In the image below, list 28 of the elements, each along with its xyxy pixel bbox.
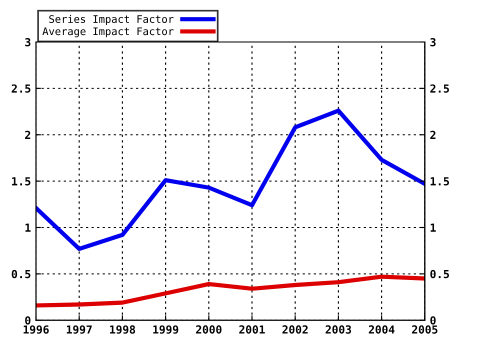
- y2-tick-label: 3: [430, 38, 436, 46]
- y-tick-label: 0: [25, 316, 30, 325]
- x-tick-label: 2004: [368, 325, 394, 334]
- x-tick-label: 2001: [239, 325, 265, 334]
- x-tick-label: 2005: [412, 325, 438, 334]
- y-tick-label: 1.5: [12, 177, 30, 186]
- x-tick-label: 2000: [196, 325, 222, 334]
- line-series: [36, 108, 425, 251]
- x-tick-label: 2003: [326, 325, 352, 334]
- y2-tick-label: 1: [430, 224, 436, 232]
- y-tick-label: 3: [25, 38, 30, 46]
- y-tick-label: 1: [25, 224, 31, 232]
- y-tick-label: 2.5: [12, 84, 30, 93]
- y2-tick-label: 2: [430, 130, 436, 139]
- y2-tick-label: 1.5: [430, 177, 449, 186]
- x-tick-label: 1998: [110, 325, 136, 334]
- legend-label: Average Impact Factor: [42, 27, 174, 38]
- x-tick-label: 2002: [282, 325, 308, 334]
- y-tick-label: 0.5: [12, 270, 30, 278]
- y-tick-label: 2: [25, 130, 30, 139]
- legend-label: Series Impact Factor: [49, 14, 174, 25]
- line-series: [36, 274, 425, 308]
- y2-tick-label: 0.5: [430, 270, 449, 278]
- x-tick-label: 1996: [24, 325, 49, 334]
- x-tick-label: 1997: [66, 325, 92, 334]
- y2-tick-label: 2.5: [430, 84, 449, 93]
- y2-tick-label: 0: [430, 316, 436, 325]
- x-tick-label: 1999: [153, 325, 178, 334]
